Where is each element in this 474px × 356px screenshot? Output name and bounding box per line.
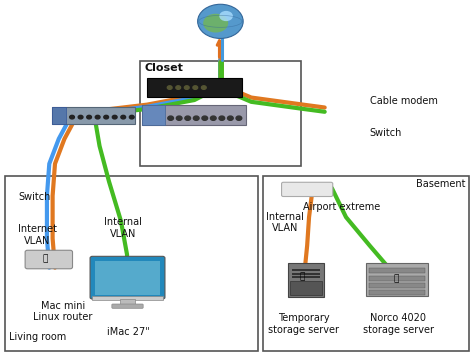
Circle shape bbox=[201, 86, 206, 89]
Bar bbox=[292, 273, 320, 275]
FancyBboxPatch shape bbox=[5, 176, 258, 351]
Circle shape bbox=[202, 116, 208, 120]
FancyBboxPatch shape bbox=[290, 281, 322, 295]
Circle shape bbox=[167, 86, 172, 89]
Circle shape bbox=[176, 86, 181, 89]
Circle shape bbox=[78, 115, 83, 119]
Circle shape bbox=[87, 115, 91, 119]
Circle shape bbox=[198, 4, 243, 38]
FancyBboxPatch shape bbox=[263, 176, 469, 351]
Text: Mac mini
Linux router: Mac mini Linux router bbox=[33, 301, 92, 323]
Circle shape bbox=[193, 86, 198, 89]
Circle shape bbox=[104, 115, 109, 119]
Circle shape bbox=[228, 116, 233, 120]
FancyBboxPatch shape bbox=[112, 304, 143, 308]
FancyBboxPatch shape bbox=[25, 250, 73, 269]
Text: Norco 4020
storage server: Norco 4020 storage server bbox=[363, 313, 434, 335]
Bar bbox=[292, 269, 320, 271]
Circle shape bbox=[176, 116, 182, 120]
Bar bbox=[292, 276, 320, 278]
Circle shape bbox=[193, 116, 199, 120]
FancyBboxPatch shape bbox=[52, 107, 135, 124]
Circle shape bbox=[210, 116, 216, 120]
Text: Living room: Living room bbox=[9, 333, 67, 342]
Text: Cable modem: Cable modem bbox=[370, 96, 438, 106]
Text: 🐧: 🐧 bbox=[393, 274, 399, 283]
FancyBboxPatch shape bbox=[282, 182, 333, 197]
Text: Switch: Switch bbox=[370, 128, 402, 138]
FancyBboxPatch shape bbox=[92, 296, 163, 300]
Text: 🐧: 🐧 bbox=[300, 272, 305, 282]
Circle shape bbox=[185, 116, 191, 120]
Bar bbox=[369, 283, 425, 288]
Text: Closet: Closet bbox=[145, 63, 183, 73]
Text: Airport extreme: Airport extreme bbox=[303, 202, 381, 212]
Text: Switch: Switch bbox=[18, 192, 50, 201]
Circle shape bbox=[121, 115, 126, 119]
Bar bbox=[369, 290, 425, 295]
Circle shape bbox=[236, 116, 242, 120]
FancyBboxPatch shape bbox=[95, 261, 160, 295]
Circle shape bbox=[95, 115, 100, 119]
FancyBboxPatch shape bbox=[52, 107, 66, 124]
Bar bbox=[369, 268, 425, 273]
Text: Internal
VLAN: Internal VLAN bbox=[266, 212, 304, 234]
Circle shape bbox=[203, 14, 228, 32]
Circle shape bbox=[168, 116, 173, 120]
Circle shape bbox=[219, 11, 233, 21]
Bar bbox=[369, 276, 425, 281]
FancyBboxPatch shape bbox=[120, 299, 135, 305]
FancyBboxPatch shape bbox=[366, 263, 428, 296]
Text: Internal
VLAN: Internal VLAN bbox=[104, 217, 142, 239]
FancyBboxPatch shape bbox=[288, 263, 324, 297]
Text: Internet
VLAN: Internet VLAN bbox=[18, 224, 57, 246]
FancyBboxPatch shape bbox=[142, 105, 246, 125]
Circle shape bbox=[219, 116, 225, 120]
Text: 🐧: 🐧 bbox=[42, 255, 48, 264]
Circle shape bbox=[112, 115, 117, 119]
Circle shape bbox=[184, 86, 189, 89]
Text: Basement: Basement bbox=[416, 179, 465, 189]
FancyBboxPatch shape bbox=[140, 61, 301, 166]
FancyBboxPatch shape bbox=[147, 78, 242, 97]
Text: iMac 27": iMac 27" bbox=[107, 327, 149, 337]
FancyBboxPatch shape bbox=[90, 256, 165, 299]
Text: Temporary
storage server: Temporary storage server bbox=[268, 313, 339, 335]
Circle shape bbox=[70, 115, 74, 119]
Circle shape bbox=[129, 115, 134, 119]
FancyBboxPatch shape bbox=[142, 105, 165, 125]
